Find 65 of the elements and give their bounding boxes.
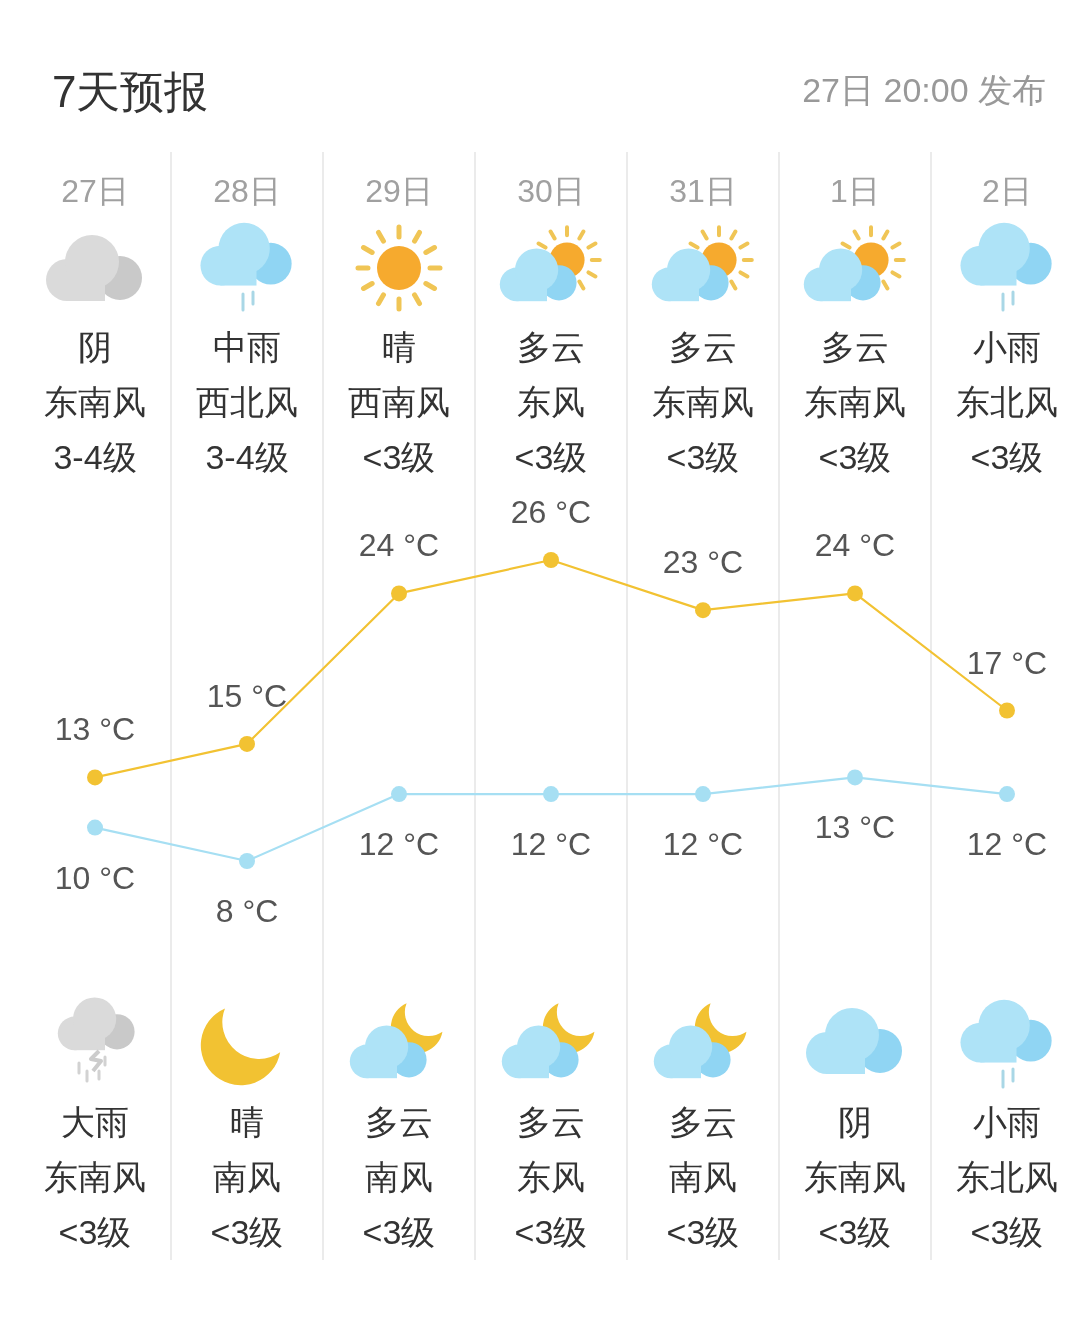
annotation: <3级 — [818, 1213, 892, 1251]
annotation: 南风 — [213, 1158, 281, 1196]
annotation: 多云 — [821, 328, 889, 366]
annotation: 小雨 — [973, 328, 1041, 366]
category-label: 2日 — [982, 173, 1032, 209]
category-label: 31日 — [669, 173, 737, 209]
annotation: <3级 — [970, 438, 1044, 476]
annotation: 多云 — [517, 328, 585, 366]
annotation: 东南风 — [804, 1158, 906, 1196]
annotation: 小雨 — [973, 1103, 1041, 1141]
annotation: 东南风 — [804, 383, 906, 421]
data-label: 24 °C — [358, 527, 440, 564]
annotation: 大雨 — [61, 1103, 129, 1141]
data-label: 26 °C — [510, 494, 592, 530]
annotation: 晴 — [382, 328, 416, 366]
annotation: 东北风 — [956, 383, 1058, 421]
annotation: <3级 — [362, 438, 436, 476]
data-label: 17 °C — [966, 644, 1048, 681]
annotation: <3级 — [666, 1213, 740, 1251]
data-label: 12 °C — [662, 826, 744, 863]
title: 7天预报 — [52, 67, 209, 116]
data-label: 23 °C — [662, 544, 744, 581]
data-label: 15 °C — [206, 677, 288, 714]
annotation: 3-4级 — [205, 438, 289, 476]
data-label: 24 °C — [814, 527, 896, 564]
annotation: 多云 — [669, 1103, 737, 1141]
annotation: 多云 — [517, 1103, 585, 1141]
annotation: <3级 — [210, 1213, 284, 1251]
data-label: 12 °C — [510, 826, 592, 863]
data-label: 13 °C — [814, 809, 896, 846]
annotation: 多云 — [669, 328, 737, 366]
data-label: 13 °C — [54, 711, 136, 748]
annotation: 东风 — [517, 1158, 585, 1196]
annotation: 中雨 — [213, 328, 281, 366]
annotation: 3-4级 — [53, 438, 137, 476]
subtitle: 27日 20:00 发布 — [802, 71, 1046, 109]
category-label: 30日 — [517, 173, 585, 209]
annotation: 晴 — [230, 1103, 264, 1141]
annotation: <3级 — [666, 438, 740, 476]
annotation: 东风 — [517, 383, 585, 421]
annotation: <3级 — [970, 1213, 1044, 1251]
annotation: 阴 — [838, 1103, 872, 1141]
annotation: 东南风 — [44, 383, 146, 421]
category-label: 28日 — [213, 173, 281, 209]
annotation: <3级 — [58, 1213, 132, 1251]
annotation: 阴 — [78, 328, 112, 366]
annotation: 南风 — [365, 1158, 433, 1196]
annotation: <3级 — [818, 438, 892, 476]
annotation: 多云 — [365, 1103, 433, 1141]
annotation: 西南风 — [348, 383, 450, 421]
annotation: 西北风 — [196, 383, 298, 421]
category-label: 29日 — [365, 173, 433, 209]
data-label: 8 °C — [215, 893, 279, 929]
data-label: 12 °C — [358, 826, 440, 863]
data-label: 10 °C — [54, 859, 136, 896]
annotation: <3级 — [362, 1213, 436, 1251]
category-label: 27日 — [61, 173, 129, 209]
category-label: 1日 — [830, 173, 880, 209]
annotation: 东南风 — [652, 383, 754, 421]
annotation: <3级 — [514, 438, 588, 476]
annotation: <3级 — [514, 1213, 588, 1251]
annotation: 东北风 — [956, 1158, 1058, 1196]
annotation: 东南风 — [44, 1158, 146, 1196]
annotation: 南风 — [669, 1158, 737, 1196]
data-label: 12 °C — [966, 826, 1048, 863]
